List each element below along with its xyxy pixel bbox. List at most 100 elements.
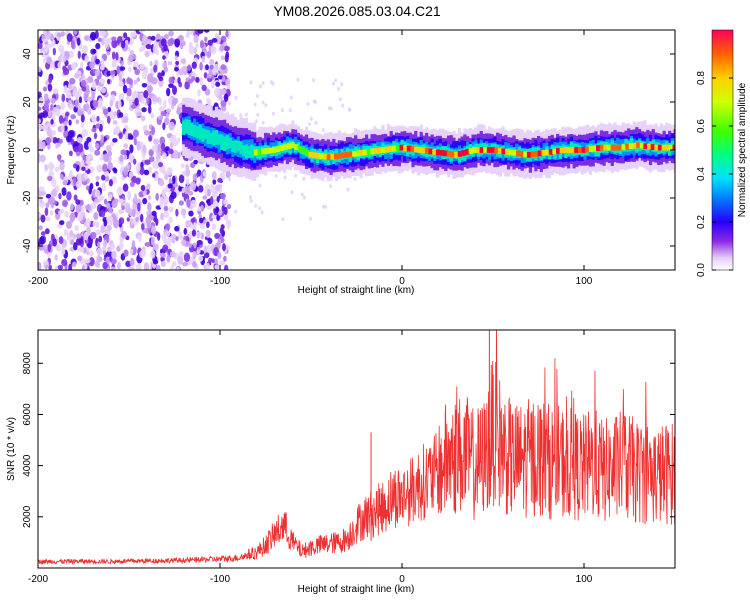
noise-dot — [211, 38, 218, 43]
noise-dot — [80, 114, 85, 123]
noise-dot — [133, 136, 137, 146]
noise-dot — [168, 83, 174, 89]
noise-dot — [109, 216, 114, 226]
noise-dot — [45, 137, 52, 144]
ridge-core — [374, 148, 379, 154]
noise-dot — [166, 133, 173, 139]
noise-dot — [283, 175, 287, 180]
noise-dot — [199, 61, 203, 71]
ridge-cell — [217, 134, 221, 145]
noise-dot — [171, 238, 176, 244]
noise-dot — [104, 38, 109, 49]
noise-dot — [174, 225, 180, 232]
noise-dot — [138, 30, 146, 33]
noise-dot — [119, 66, 126, 71]
noise-dot — [126, 217, 130, 222]
noise-dot — [106, 116, 111, 124]
noise-dot — [91, 80, 97, 90]
noise-dot — [160, 212, 164, 221]
noise-dot — [117, 198, 124, 204]
noise-dot — [116, 186, 124, 196]
noise-dot — [85, 218, 91, 227]
noise-dot — [151, 145, 158, 152]
noise-dot — [171, 98, 177, 107]
noise-dot — [75, 237, 82, 246]
noise-dot — [73, 242, 78, 251]
noise-dot — [221, 75, 226, 83]
noise-dot — [219, 260, 225, 266]
ridge-core — [403, 145, 408, 151]
noise-dot — [209, 64, 214, 70]
noise-dot — [151, 210, 157, 217]
noise-dot — [116, 261, 121, 270]
noise-dot — [96, 255, 100, 264]
noise-dot — [44, 44, 49, 53]
ridge-core — [497, 148, 503, 154]
noise-dot — [62, 67, 70, 76]
colorbar-ticks: 0.0 0.2 0.4 0.6 0.8 — [696, 71, 733, 277]
noise-dot — [148, 87, 152, 97]
ridge-core — [465, 149, 470, 155]
ridge-core — [439, 150, 445, 156]
noise-dot — [106, 51, 111, 56]
noise-dot — [121, 205, 125, 211]
noise-dot — [57, 61, 62, 69]
noise-dot — [309, 216, 313, 221]
noise-dot — [102, 261, 108, 270]
noise-dot — [164, 231, 171, 237]
noise-dot — [153, 64, 158, 73]
colorbar: 0.0 0.2 0.4 0.6 0.8 Normalized spectral ampl… — [696, 29, 748, 277]
noise-dot — [302, 195, 306, 200]
noise-dot — [220, 55, 225, 61]
noise-dot — [142, 144, 147, 154]
ridge-core — [450, 151, 455, 158]
noise-dot — [38, 140, 43, 149]
noise-dot — [57, 44, 65, 53]
ridge-core — [577, 147, 583, 153]
noise-dot — [205, 64, 209, 71]
noise-dot — [171, 260, 177, 267]
noise-dot — [172, 139, 179, 147]
noise-dot — [141, 223, 145, 231]
noise-dot — [181, 187, 185, 194]
noise-dot — [162, 152, 167, 160]
noise-dot — [217, 177, 223, 183]
noise-dot — [94, 68, 100, 77]
ridge-cell — [182, 120, 186, 135]
noise-dot — [202, 219, 207, 225]
noise-dot — [134, 97, 139, 106]
noise-dot — [346, 187, 350, 192]
noise-dot — [165, 223, 171, 231]
noise-dot — [44, 228, 50, 235]
noise-dot — [101, 174, 106, 181]
noise-dot — [180, 208, 187, 216]
noise-dot — [56, 108, 61, 117]
noise-dot — [58, 192, 62, 200]
noise-dot — [193, 222, 197, 231]
snr-x-tick-label: -100 — [210, 574, 230, 585]
ridge-core — [319, 153, 324, 160]
noise-dot — [44, 164, 48, 172]
noise-dot — [142, 197, 148, 205]
noise-dot — [46, 43, 53, 48]
noise-dot — [125, 95, 130, 102]
ridge-core — [512, 150, 517, 156]
noise-dot — [123, 249, 129, 257]
spectrogram-y-tick-label: -20 — [22, 190, 33, 205]
noise-dot — [160, 142, 166, 152]
ridge-core — [494, 147, 499, 154]
noise-dot — [201, 55, 206, 63]
noise-dot — [136, 143, 141, 151]
noise-dot — [150, 112, 155, 119]
noise-dot — [76, 110, 84, 117]
noise-dot — [176, 266, 180, 270]
noise-dot — [118, 132, 123, 140]
noise-dot — [52, 88, 59, 94]
colorbar-tick-label: 0.8 — [696, 71, 707, 85]
ridge-core — [570, 147, 576, 153]
noise-dot — [123, 32, 128, 39]
noise-dot — [178, 200, 184, 206]
noise-dot — [80, 159, 85, 167]
snr-ticks: -200 -100 0 100 2000 4000 6000 8000 — [22, 330, 675, 585]
